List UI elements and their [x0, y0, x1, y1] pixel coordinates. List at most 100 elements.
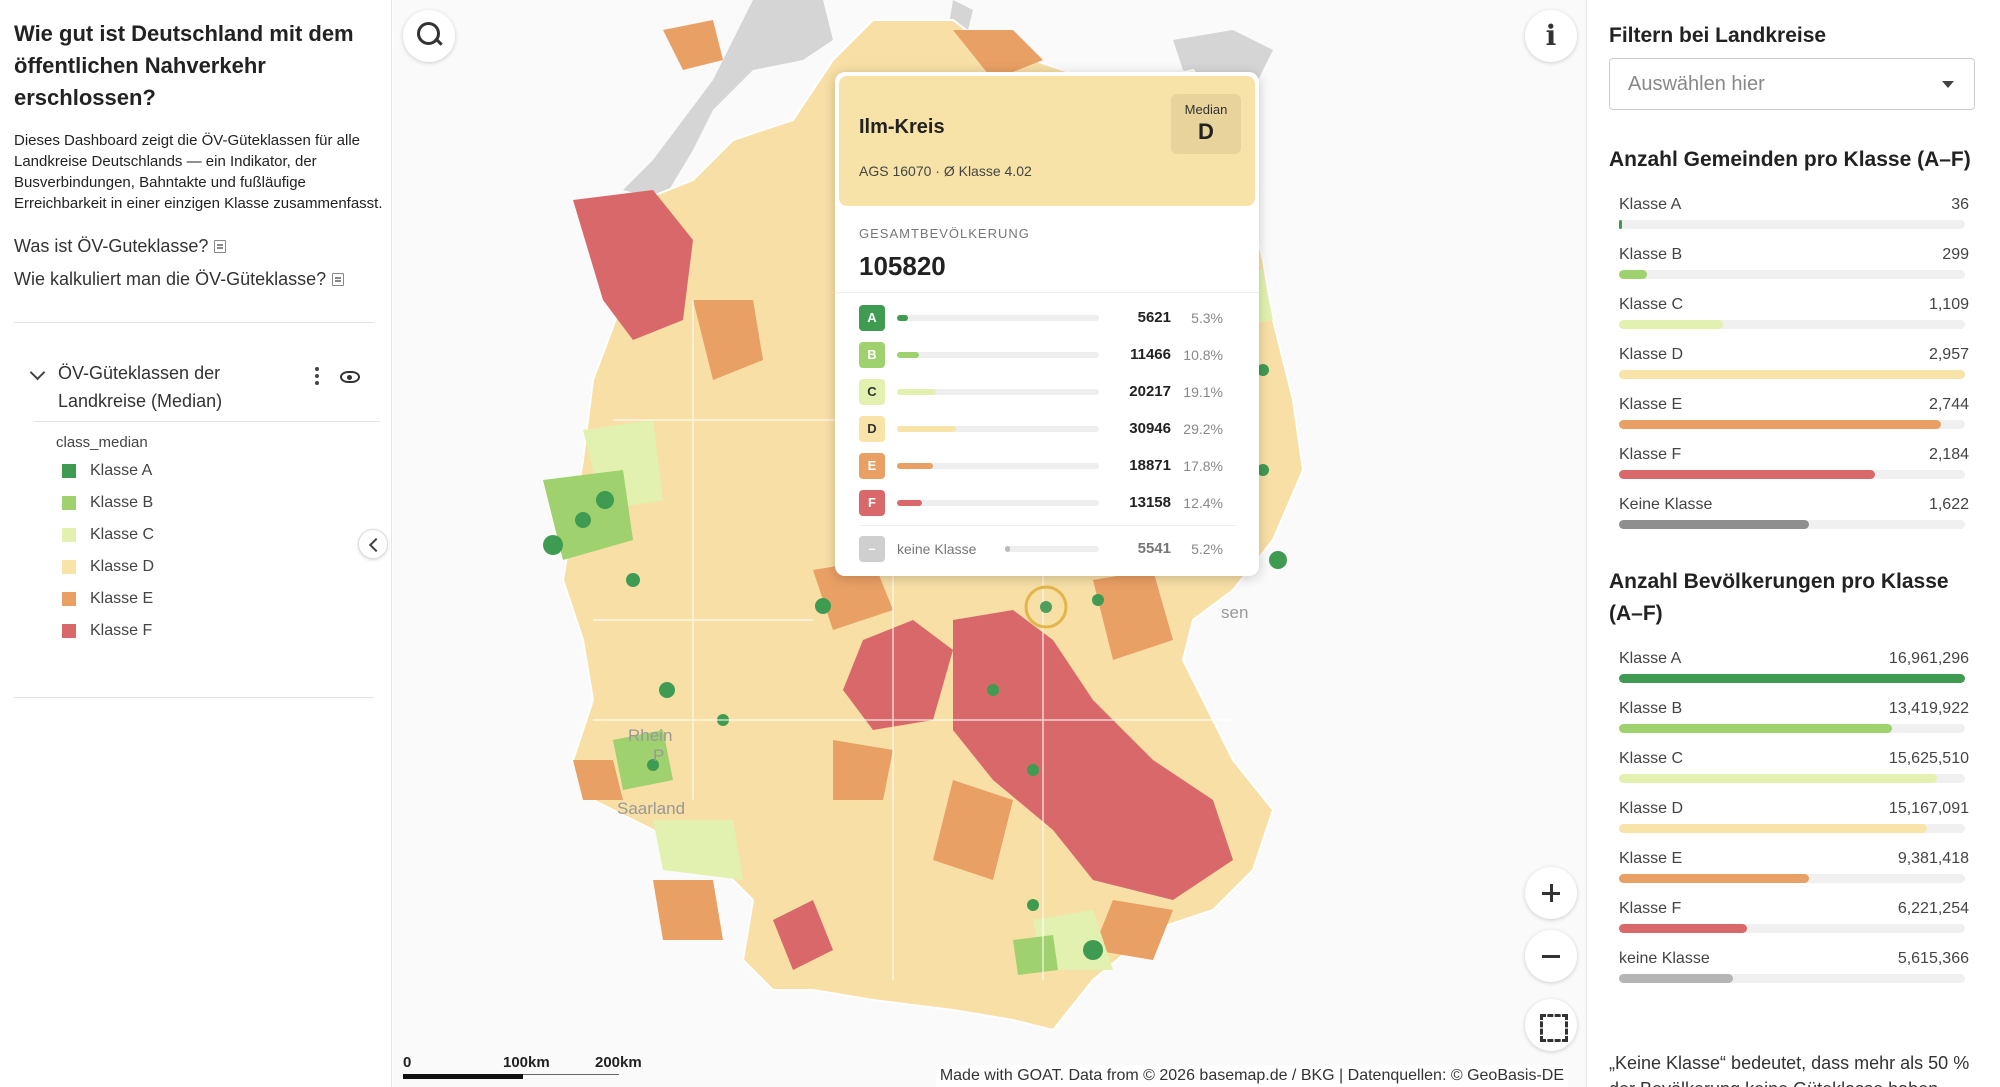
bar-label: keine Klasse [1619, 950, 1710, 967]
class-row: A 5621 5.3% [859, 299, 1237, 336]
map-attribution: Made with GOAT. Data from © 2026 basemap… [935, 1065, 1568, 1087]
gemeinden-bar-chart: Klasse A 36 Klasse B 299 Klasse C 1,109 Klasse… [1609, 188, 1980, 538]
share-bar-track [897, 499, 1099, 506]
divider [14, 697, 374, 698]
bar-track [1619, 724, 1965, 733]
link-label[interactable]: Was ist ÖV-Guteklasse? [14, 236, 209, 256]
bar-row: Klasse C 15,625,510 [1609, 742, 1979, 792]
bar-value: 2,184 [1928, 446, 1969, 463]
bar-label: Klasse F [1619, 900, 1682, 917]
link-how-calculated[interactable]: Wie kalkuliert man die ÖV-Güteklasse? [14, 269, 377, 290]
share-bar-track [897, 351, 1099, 358]
bar-fill [1619, 370, 1965, 379]
link-label[interactable]: Wie kalkuliert man die ÖV-Güteklasse? [14, 269, 327, 289]
more-options-icon[interactable] [314, 367, 320, 387]
share-bar-fill [897, 499, 923, 506]
class-percent: 12.4% [1183, 494, 1223, 511]
class-row: E 18871 17.8% [859, 447, 1237, 484]
link-what-is-class[interactable]: Was ist ÖV-Guteklasse? [14, 236, 377, 257]
share-bar-track [897, 425, 1099, 432]
bar-row: Klasse B 13,419,922 [1609, 692, 1979, 742]
bar-track [1619, 674, 1965, 683]
class-badge: E [859, 452, 885, 479]
region-name: Ilm-Kreis [859, 116, 945, 138]
layer-title: ÖV-Güteklassen der Landkreise (Median) [58, 363, 223, 411]
bar-track [1619, 420, 1965, 429]
fullscreen-icon[interactable] [1525, 999, 1577, 1051]
class-row: – keine Klasse 5541 5.2% [859, 530, 1237, 567]
bar-value: 6,221,254 [1897, 900, 1969, 917]
legend-label: Klasse F [90, 622, 153, 639]
legend-label: Klasse D [90, 558, 155, 575]
bar-row: Klasse C 1,109 [1609, 288, 1979, 338]
bar-value: 15,625,510 [1888, 750, 1969, 767]
filter-placeholder: Auswählen hier [1628, 73, 1765, 95]
divider [14, 322, 374, 323]
legend-swatch [62, 624, 76, 638]
legend-swatch [62, 496, 76, 510]
layer-entry: ÖV-Güteklassen der Landkreise (Median) [14, 359, 374, 415]
section-title-gemeinden: Anzahl Gemeinden pro Klasse (A–F) [1609, 148, 1971, 171]
class-percent: 5.2% [1191, 540, 1223, 557]
legend-item: Klasse B [62, 487, 377, 519]
class-badge: A [859, 304, 885, 331]
scale-label: 200km [595, 1054, 642, 1071]
region-popup: Ilm-Kreis AGS 16070 · Ø Klasse 4.02 Medi… [835, 72, 1259, 576]
dashboard-description: Dieses Dashboard zeigt die ÖV-Güteklasse… [14, 132, 383, 212]
bar-row: Klasse D 2,957 [1609, 338, 1979, 388]
bar-label: Klasse E [1619, 850, 1683, 867]
bar-label: Klasse D [1619, 346, 1684, 363]
chevron-down-icon[interactable] [28, 365, 48, 385]
scale-bar-line [523, 1074, 619, 1075]
legend-item: Klasse A [62, 455, 377, 487]
visibility-eye-icon[interactable] [340, 371, 360, 383]
bar-fill [1619, 974, 1734, 983]
bar-fill [1619, 520, 1810, 529]
legend-label: Klasse E [90, 590, 154, 607]
share-bar-track [897, 314, 1099, 321]
class-label: keine Klasse [897, 540, 977, 557]
bar-value: 299 [1942, 246, 1969, 263]
legend-swatch [62, 560, 76, 574]
bar-fill [1619, 774, 1938, 783]
legend-swatch [62, 464, 76, 478]
search-icon[interactable] [403, 10, 455, 62]
popup-header: Ilm-Kreis AGS 16070 · Ø Klasse 4.02 Medi… [839, 76, 1255, 206]
bar-label: Klasse A [1619, 196, 1682, 213]
bar-value: 2,744 [1928, 396, 1969, 413]
class-count: 18871 [1129, 457, 1171, 474]
filter-title: Filtern bei Landkreise [1609, 24, 1827, 47]
zoom-in-button[interactable] [1525, 867, 1577, 919]
zoom-out-button[interactable] [1525, 930, 1577, 982]
bar-fill [1619, 824, 1927, 833]
class-percent: 10.8% [1183, 346, 1223, 363]
share-bar-fill [897, 462, 933, 469]
bar-label: Klasse B [1619, 246, 1683, 263]
section-title-bevoelkerung: Anzahl Bevölkerungen pro Klasse (A–F) [1609, 570, 1949, 625]
bar-track [1619, 520, 1965, 529]
scrollbar[interactable] [1986, 0, 1998, 1087]
legend-label: Klasse B [90, 494, 154, 511]
median-badge: Median D [1171, 94, 1241, 154]
bar-row: Keine Klasse 1,622 [1609, 488, 1979, 538]
class-row: C 20217 19.1% [859, 373, 1237, 410]
bar-fill [1619, 674, 1965, 683]
share-bar-track [897, 462, 1099, 469]
class-count: 30946 [1129, 420, 1171, 437]
bar-row: Klasse F 6,221,254 [1609, 892, 1979, 942]
info-icon[interactable]: i [1525, 10, 1577, 62]
class-count: 20217 [1129, 383, 1171, 400]
landkreis-filter-select[interactable]: Auswählen hier [1609, 58, 1975, 110]
bar-value: 1,109 [1928, 296, 1969, 313]
bar-label: Klasse C [1619, 750, 1684, 767]
class-breakdown: A 5621 5.3% B 11466 10.8% C 20217 19.1% D 30946 29.… [835, 293, 1259, 567]
class-badge: B [859, 341, 885, 368]
legend-swatch [62, 528, 76, 542]
share-bar-fill [897, 351, 919, 358]
share-bar-fill [1005, 545, 1010, 552]
bar-fill [1619, 270, 1647, 279]
bar-label: Klasse F [1619, 446, 1682, 463]
collapse-left-panel-button[interactable] [358, 529, 388, 559]
bar-row: Klasse F 2,184 [1609, 438, 1979, 488]
bar-value: 2,957 [1928, 346, 1969, 363]
